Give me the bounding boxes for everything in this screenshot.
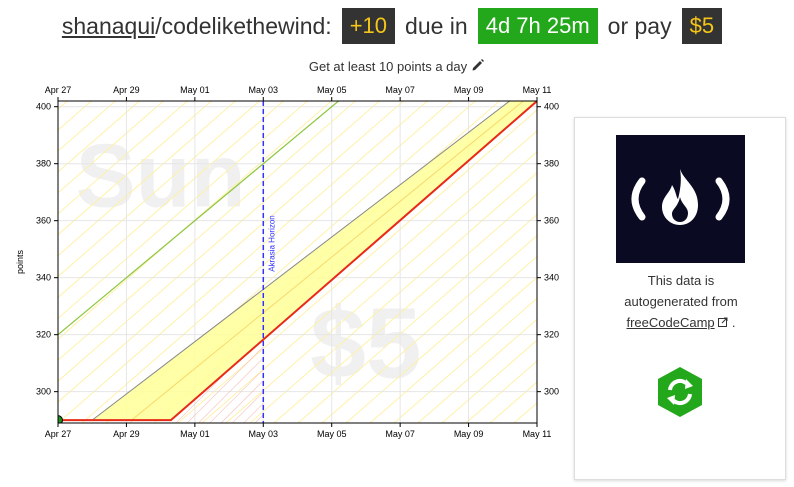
refresh-icon[interactable] — [656, 366, 704, 418]
guide-line — [417, 318, 537, 423]
watermark-day: Sun — [76, 126, 246, 226]
note-line-3: freeCodeCamp . — [575, 312, 787, 333]
guide-line — [58, 101, 308, 320]
red-line — [58, 101, 537, 422]
road-top-line — [91, 101, 510, 421]
y-tick-label-left: 340 — [36, 273, 51, 283]
y-axis-label: points — [15, 249, 25, 274]
akrasia-horizon-label: Akrasia Horizon — [267, 215, 276, 271]
guide-line — [249, 172, 537, 423]
guide-line — [58, 101, 260, 278]
x-tick-label-top: May 01 — [180, 85, 210, 95]
y-tick-label-right: 320 — [544, 330, 559, 340]
x-tick-label-bottom: May 07 — [385, 429, 415, 439]
road-centerline — [131, 101, 524, 421]
x-tick-label-bottom: May 03 — [249, 429, 279, 439]
x-tick-label-top: May 05 — [317, 85, 347, 95]
y-tick-label-left: 300 — [36, 387, 51, 397]
guide-line — [225, 151, 537, 423]
guide-line — [273, 193, 537, 423]
guide-line — [538, 101, 570, 423]
note-line-2: autogenerated from — [624, 294, 738, 309]
freecodecamp-link[interactable]: freeCodeCamp — [626, 315, 715, 330]
datapoint — [58, 415, 63, 423]
guide-line — [369, 276, 537, 423]
y-tick-label-right: 380 — [544, 159, 559, 169]
x-tick-label-bottom: Apr 29 — [113, 429, 140, 439]
x-tick-label-bottom: May 09 — [454, 429, 484, 439]
guide-line — [58, 101, 284, 299]
header-bar: shanaqui /codelikethewind: +10 due in 4d… — [0, 0, 794, 52]
refresh-button[interactable] — [656, 366, 704, 418]
x-tick-label-bottom: May 11 — [523, 429, 552, 439]
info-panel: This data is autogenerated from freeCode… — [574, 117, 786, 480]
note-period: . — [731, 315, 736, 330]
pledge-badge: $5 — [681, 8, 723, 44]
pencil-icon[interactable] — [471, 58, 485, 75]
y-tick-label-right: 300 — [544, 387, 559, 397]
y-tick-label-right: 340 — [544, 273, 559, 283]
guide-line — [58, 101, 404, 403]
y-tick-label-right: 360 — [544, 216, 559, 226]
guide-line — [58, 101, 356, 361]
guide-line — [297, 213, 537, 423]
x-tick-label-top: Apr 29 — [113, 85, 140, 95]
x-tick-label-bottom: May 05 — [317, 429, 347, 439]
subtitle-text: Get at least 10 points a day — [308, 59, 468, 74]
guide-line — [393, 297, 537, 423]
external-link-icon — [718, 315, 732, 330]
guide-line — [562, 101, 570, 423]
y-tick-label-left: 360 — [36, 216, 51, 226]
note-line-1: This data is — [647, 273, 715, 288]
x-tick-label-top: May 07 — [385, 85, 415, 95]
freecodecamp-logo — [616, 135, 745, 263]
guide-line — [345, 255, 537, 423]
guide-line — [321, 234, 537, 423]
goal-name: /codelikethewind: — [155, 12, 332, 39]
due-label: due in — [405, 12, 468, 39]
pay-label: or pay — [607, 12, 672, 39]
guide-line — [513, 402, 537, 423]
x-tick-label-bottom: May 01 — [180, 429, 210, 439]
guide-line — [441, 339, 537, 423]
autogen-note: This data is autogenerated from freeCode… — [575, 270, 787, 333]
countdown-badge: 4d 7h 25m — [477, 8, 598, 44]
x-tick-label-top: Apr 27 — [45, 85, 72, 95]
y-tick-label-left: 320 — [36, 330, 51, 340]
x-tick-label-top: May 11 — [523, 85, 552, 95]
guide-line — [58, 101, 332, 340]
y-tick-label-left: 400 — [36, 102, 51, 112]
plot-area: Sun$5Akrasia Horizon — [58, 101, 570, 423]
goal-chart: Sun$5Akrasia Horizon Apr 27 Apr 27 Apr 29 Ap… — [15, 85, 570, 439]
y-tick-label-right: 400 — [544, 102, 559, 112]
delta-badge: +10 — [341, 8, 396, 44]
x-tick-label-top: May 09 — [454, 85, 484, 95]
plot-border — [57, 100, 538, 424]
guide-line — [58, 101, 188, 215]
guide-line — [58, 101, 236, 257]
guide-line — [58, 101, 68, 110]
username-link[interactable]: shanaqui — [61, 12, 156, 39]
guide-line — [465, 360, 537, 423]
goal-subtitle: Get at least 10 points a day — [0, 58, 794, 75]
guide-line — [58, 101, 428, 423]
guide-line — [81, 101, 452, 423]
guide-line — [58, 101, 164, 194]
guide-line — [58, 101, 140, 173]
x-tick-label-bottom: Apr 27 — [45, 429, 72, 439]
y-tick-label-left: 380 — [36, 159, 51, 169]
green-line — [58, 101, 339, 336]
x-tick-label-top: May 03 — [249, 85, 279, 95]
guide-line — [58, 101, 212, 236]
